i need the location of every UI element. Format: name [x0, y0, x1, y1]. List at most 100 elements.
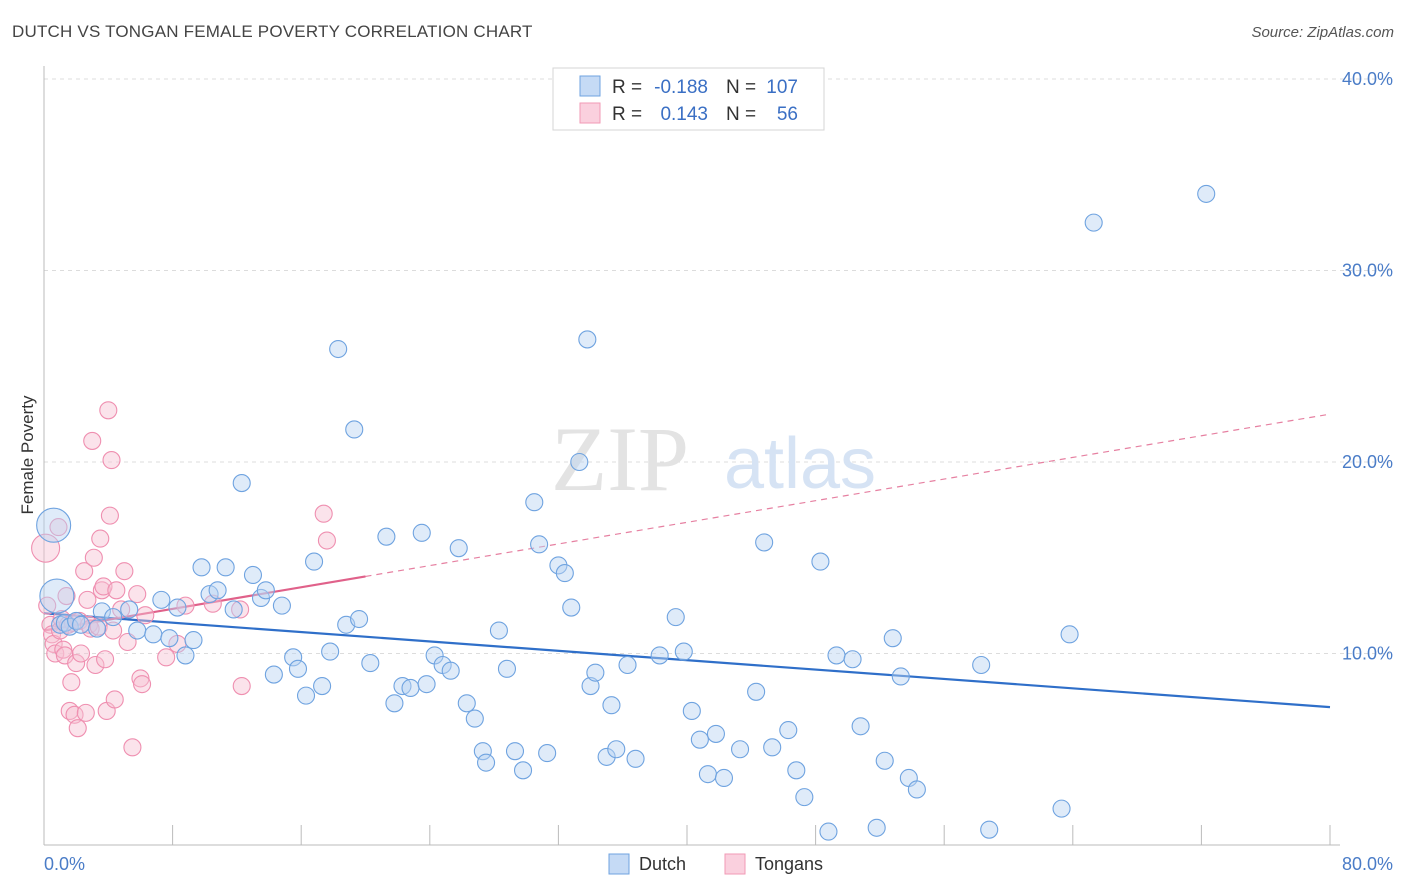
dutch-point	[714, 768, 734, 788]
dutch-point	[313, 677, 332, 696]
tongan-point	[100, 506, 119, 525]
dutch-point	[272, 596, 291, 615]
dutch-point	[787, 761, 806, 780]
dutch-point	[104, 608, 123, 627]
dutch-point	[570, 452, 589, 472]
dutch-point	[626, 749, 645, 768]
dutch-point	[412, 523, 431, 542]
dutch-point	[538, 744, 557, 763]
dutch-point	[39, 578, 75, 614]
tongan-point	[203, 594, 222, 613]
dutch-point	[1052, 799, 1071, 818]
tongan-point	[62, 673, 81, 692]
tongan-point	[96, 650, 115, 669]
dutch-trendline	[43, 612, 1331, 709]
dutch-point	[779, 721, 798, 740]
dutch-point	[891, 667, 910, 686]
dutch-point	[232, 474, 251, 493]
bottom-legend-swatch-tongan[interactable]	[724, 853, 746, 875]
correlation-legend: R = -0.188 N = 107 R = 0.143 N = 56	[552, 67, 825, 131]
dutch-point	[562, 598, 581, 617]
dutch-point	[401, 678, 420, 698]
chart-title: DUTCH VS TONGAN FEMALE POVERTY CORRELATI…	[12, 22, 533, 41]
tongan-point	[107, 581, 126, 600]
y-tick-label-2: 30.0%	[1342, 261, 1393, 281]
y-tick-label-3: 40.0%	[1342, 69, 1393, 89]
legend-r-value-tongan: 0.143	[660, 104, 708, 125]
dutch-point	[296, 686, 316, 705]
legend-n-label-tongan: N =	[726, 104, 756, 125]
x-tick-label-0: 0.0%	[44, 854, 85, 874]
dutch-point	[256, 581, 275, 600]
dutch-point	[505, 742, 525, 761]
legend-swatch-tongan	[579, 102, 601, 124]
legend-n-value-tongan: 56	[777, 104, 798, 125]
y-tick-label-0: 10.0%	[1342, 644, 1393, 664]
tongan-point	[91, 529, 110, 548]
dutch-point	[288, 659, 308, 678]
dutch-point	[763, 738, 782, 757]
legend-r-label-tongan: R =	[612, 104, 642, 125]
dutch-point	[811, 552, 830, 571]
tongan-point	[232, 677, 251, 696]
dutch-point	[690, 730, 709, 749]
bottom-legend-label-dutch[interactable]: Dutch	[639, 854, 686, 874]
tongan-point	[38, 596, 57, 615]
dutch-point	[329, 339, 348, 359]
dutch-point	[120, 600, 139, 619]
dutch-point	[465, 709, 484, 728]
dutch-point	[224, 600, 243, 619]
source-label: Source: ZipAtlas.com	[1251, 24, 1394, 41]
dutch-point	[184, 631, 203, 650]
dutch-point	[192, 558, 211, 577]
dutch-point	[449, 539, 468, 558]
dutch-point	[597, 747, 616, 766]
dutch-point	[819, 822, 838, 841]
tongan-point	[75, 562, 94, 581]
bottom-legend-swatch-dutch[interactable]	[608, 853, 630, 875]
dutch-point	[350, 609, 369, 629]
dutch-point	[264, 665, 283, 684]
dutch-point	[682, 701, 701, 721]
dutch-point	[168, 598, 187, 617]
y-tick-label-1: 20.0%	[1342, 452, 1393, 472]
dutch-point	[755, 533, 774, 552]
tongan-point	[67, 654, 86, 673]
watermark-zip: ZIP	[551, 408, 689, 510]
dutch-point	[530, 535, 549, 554]
tongan-point	[133, 675, 152, 694]
tongan-point	[84, 548, 103, 567]
dutch-point	[586, 663, 605, 682]
tongan-trendline-dashed	[365, 413, 1331, 578]
dutch-point	[477, 753, 496, 772]
dutch-point	[321, 642, 340, 661]
dutch-point	[795, 788, 814, 807]
dutch-point	[578, 330, 597, 349]
dutch-point	[843, 650, 862, 669]
dutch-point	[345, 420, 364, 439]
dutch-point	[305, 552, 324, 571]
legend-n-value-dutch: 107	[766, 77, 798, 98]
dutch-point	[851, 717, 870, 736]
tongan-point	[99, 401, 118, 420]
gridlines	[44, 78, 1390, 654]
tongan-point	[71, 644, 91, 663]
y-axis-label: Female Poverty	[18, 395, 37, 515]
tongan-point	[123, 738, 142, 757]
dutch-point	[152, 590, 171, 609]
dutch-point	[361, 654, 380, 673]
tongan-point	[231, 600, 250, 619]
dutch-point	[457, 694, 476, 713]
bottom-legend-label-tongan[interactable]: Tongans	[755, 854, 823, 874]
dutch-point	[208, 581, 227, 600]
x-tick-label-1: 80.0%	[1342, 854, 1393, 874]
tongan-point	[314, 504, 333, 523]
dutch-point	[36, 507, 72, 543]
dutch-point	[602, 696, 621, 715]
dutch-point	[243, 565, 263, 585]
dutch-point	[417, 675, 436, 694]
tongan-point	[78, 590, 97, 609]
dutch-point	[581, 677, 600, 696]
tongan-point	[41, 615, 60, 634]
